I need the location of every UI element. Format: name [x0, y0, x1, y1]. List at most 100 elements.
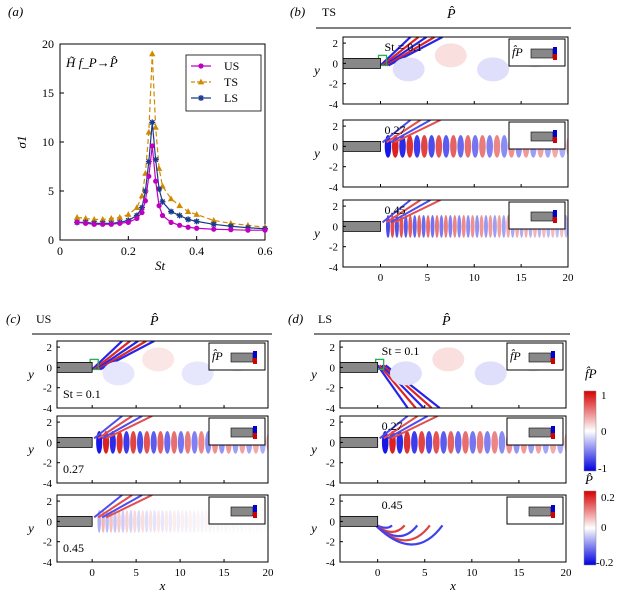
series-ts-point — [82, 215, 89, 221]
wave-blob — [125, 510, 129, 533]
xtick-label: 15 — [516, 272, 528, 284]
chart-a-xtick-label: 0.4 — [189, 244, 204, 258]
shear-streak — [378, 364, 417, 408]
inset-plate — [528, 352, 552, 363]
field-plot-d-0: f̂P St = 0.1 2 0 -2 -4 y — [309, 340, 567, 415]
wave-blob — [566, 136, 568, 157]
wave-blob — [428, 135, 435, 158]
faint-lobe — [477, 57, 509, 82]
wave-blob — [492, 215, 497, 238]
wave-blob — [123, 431, 130, 454]
shear-streak — [376, 364, 409, 408]
wave-blob — [479, 135, 486, 158]
ytick-label: -4 — [326, 403, 336, 415]
series-us-point — [108, 221, 114, 227]
wave-blob — [157, 431, 164, 454]
wave-blob — [498, 431, 506, 454]
faint-lobe — [434, 43, 467, 68]
ytick-label: -2 — [329, 79, 338, 91]
wave-blob — [129, 510, 133, 533]
shear-streak — [381, 37, 420, 67]
colorbar-p-label: P̂ — [584, 472, 593, 487]
series-ts-point — [133, 204, 141, 211]
field-plot-c-0: f̂P St = 0.1 2 0 -2 -4 y — [26, 340, 269, 415]
wave-blob — [447, 431, 455, 454]
wave-blob — [184, 510, 189, 533]
radiation-streak — [385, 200, 422, 224]
inset-forcing — [208, 417, 266, 446]
radiation-streak — [101, 416, 143, 440]
plate — [343, 140, 381, 152]
series-ls-point — [152, 156, 159, 163]
wave-blob — [408, 215, 413, 238]
series-us-point — [142, 198, 149, 204]
wave-blob — [196, 510, 200, 533]
inset-blob-neg — [553, 130, 557, 137]
ytick-label: 2 — [47, 342, 53, 354]
field-panels: f̂PSt = 0.120-2-4y0.2720-2-4y0.4520-2-4y… — [26, 36, 575, 593]
legend-label-ts: TS — [224, 75, 238, 89]
xtick-label: 20 — [263, 567, 275, 579]
xtick-label: 0 — [89, 567, 95, 579]
wave-blob — [450, 135, 457, 158]
wave-blob — [184, 431, 191, 454]
plate — [57, 361, 93, 373]
ytick-label: 0 — [333, 221, 339, 233]
series-us — [74, 143, 268, 233]
radiation-streak — [387, 416, 429, 440]
series-ts-point — [167, 195, 175, 202]
wave-blob — [418, 431, 425, 454]
wave-blob — [164, 510, 169, 533]
wave-blob — [454, 431, 462, 454]
panel-d-label: (d) — [288, 311, 303, 326]
inset-forcing — [506, 496, 564, 525]
plate — [57, 436, 93, 448]
radiation-streak — [105, 495, 153, 519]
faint-lobe — [142, 347, 175, 372]
panel-a: (a) 0 0.2 0.4 0.6 0 5 10 15 20 H̃ f_P→P̂ St σ1 U… — [8, 4, 273, 273]
st-label: 0.27 — [382, 419, 403, 433]
field-frame — [56, 340, 269, 409]
wave-blob — [484, 431, 491, 454]
chart-a-ytick-label: 20 — [42, 37, 54, 51]
wave-blob — [113, 510, 117, 533]
xtick-label: 15 — [513, 567, 525, 579]
y-axis-label: y — [309, 367, 317, 382]
inset-forcing — [208, 496, 266, 525]
faint-lobe — [181, 361, 214, 386]
wave-blob — [497, 215, 502, 238]
ytick-label: 2 — [330, 342, 336, 354]
wave-blob — [176, 510, 181, 533]
wave-blob — [140, 510, 145, 533]
ytick-label: 0 — [333, 58, 339, 70]
series-ts-point — [184, 208, 192, 214]
wave-blob — [266, 432, 268, 453]
series-us-point — [194, 225, 200, 231]
wave-blob — [426, 215, 431, 238]
wave-blob — [440, 431, 447, 454]
wave-blob — [464, 135, 472, 158]
series-ts-point — [210, 217, 217, 223]
wave-blob — [121, 510, 125, 533]
ytick-label: -2 — [43, 458, 52, 470]
series-ts — [73, 50, 269, 230]
ytick-label: 0 — [333, 141, 339, 153]
inset-blob-pos — [553, 137, 557, 143]
series-ls-point — [149, 119, 156, 126]
field-plot-d-1: 0.27 2 0 -2 -4 y — [309, 415, 567, 490]
x-axis-label: x — [449, 578, 456, 593]
xtick-label: 20 — [563, 272, 575, 284]
panel-b-title: P̂ — [446, 6, 456, 22]
inset-blob-pos — [551, 512, 555, 518]
panel-d-fields: f̂PSt = 0.120-2-4y0.2720-2-4y0.4520-2-4y… — [309, 340, 572, 593]
chart-a-xtick-label: 0.6 — [258, 244, 273, 258]
y-axis-label: y — [312, 226, 320, 241]
panel-a-label: (a) — [8, 4, 23, 19]
wave-blob — [457, 135, 464, 158]
series-ts-point — [155, 165, 163, 171]
radiation-streak — [383, 416, 419, 440]
wave-blob — [433, 431, 440, 454]
inset-blob-pos — [253, 433, 257, 439]
